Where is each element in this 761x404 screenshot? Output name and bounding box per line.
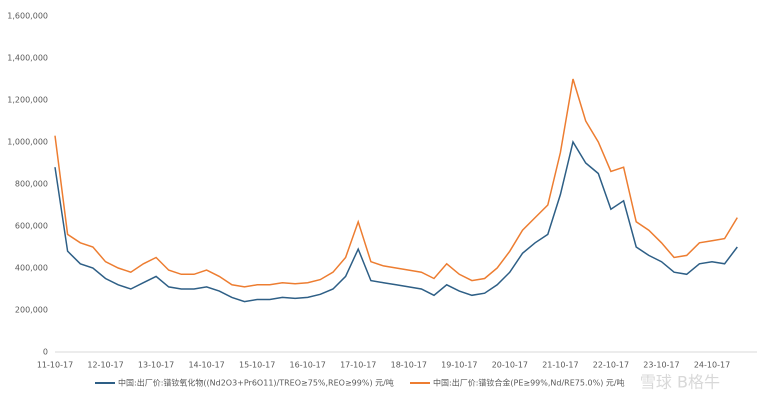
- x-tick-label: 23-10-17: [643, 361, 679, 370]
- x-tick-label: 19-10-17: [441, 361, 477, 370]
- y-tick-label: 1,600,000: [7, 12, 48, 21]
- x-tick-label: 17-10-17: [340, 361, 376, 370]
- x-tick-label: 13-10-17: [138, 361, 174, 370]
- x-tick-label: 16-10-17: [290, 361, 326, 370]
- y-tick-label: 200,000: [15, 306, 48, 315]
- series-line: [54, 78, 738, 288]
- y-tick-label: 400,000: [15, 264, 48, 273]
- x-tick-label: 24-10-17: [694, 361, 730, 370]
- x-tick-label: 22-10-17: [593, 361, 629, 370]
- y-tick-label: 800,000: [15, 180, 48, 189]
- x-tick-label: 15-10-17: [239, 361, 275, 370]
- x-tick-label: 21-10-17: [542, 361, 578, 370]
- watermark: 雪球 B格牛: [640, 373, 720, 392]
- x-tick-label: 11-10-17: [37, 361, 73, 370]
- x-tick-label: 20-10-17: [492, 361, 528, 370]
- y-tick-label: 600,000: [15, 222, 48, 231]
- y-tick-label: 1,000,000: [7, 138, 48, 147]
- series-line: [54, 140, 738, 303]
- y-tick-label: 1,400,000: [7, 54, 48, 63]
- x-tick-label: 18-10-17: [391, 361, 427, 370]
- legend-label: 中国:出厂价:镨钕氧化物((Nd2O3+Pr6O11)/TREO≥75%,REO…: [118, 378, 394, 388]
- x-tick-label: 12-10-17: [87, 361, 123, 370]
- x-tick-label: 14-10-17: [188, 361, 224, 370]
- y-tick-label: 0: [43, 348, 48, 357]
- legend-label: 中国:出厂价:镨钕合金(PE≥99%,Nd/RE75.0%) 元/吨: [433, 378, 625, 388]
- y-tick-label: 1,200,000: [7, 96, 48, 105]
